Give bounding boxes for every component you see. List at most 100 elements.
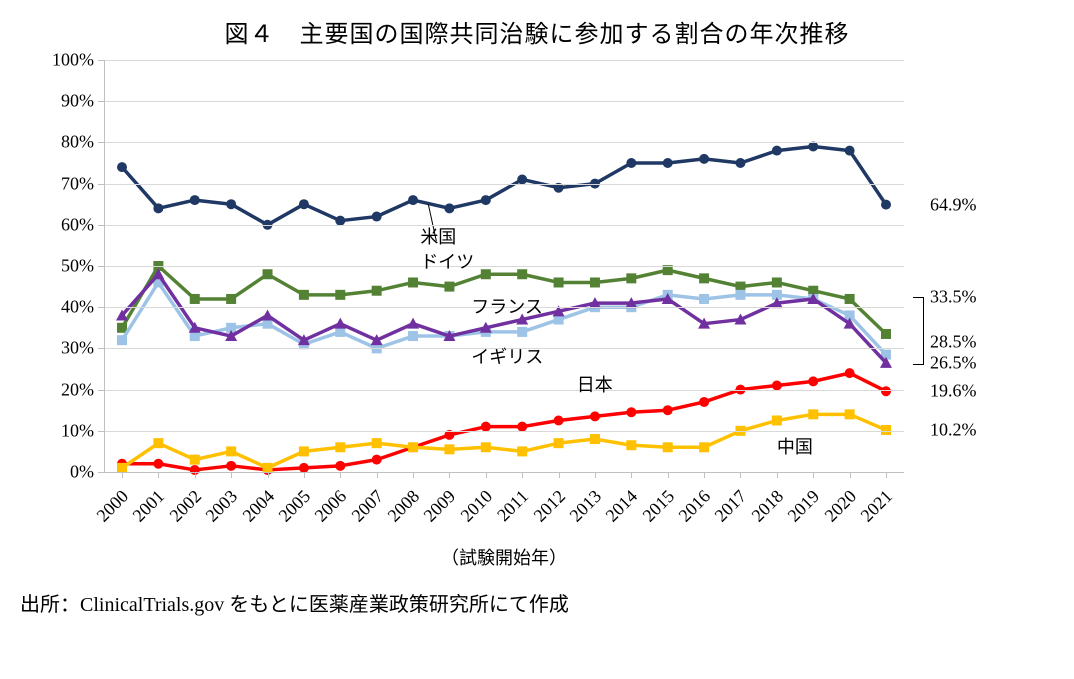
x-axis-line	[104, 472, 904, 473]
y-tick	[98, 142, 104, 143]
x-axis-tick-label: 2014	[602, 486, 642, 526]
chart-title: 図４ 主要国の国際共同治験に参加する割合の年次推移	[0, 14, 1074, 49]
marker-square	[335, 290, 345, 300]
marker-square	[372, 286, 382, 296]
y-tick	[98, 60, 104, 61]
x-axis-tick-label: 2012	[529, 486, 569, 526]
marker-circle	[554, 416, 564, 426]
marker-circle	[590, 411, 600, 421]
x-tick	[377, 472, 378, 478]
x-axis-tick-label: 2017	[711, 486, 751, 526]
marker-circle	[299, 199, 309, 209]
x-tick	[813, 472, 814, 478]
series-label-de: ドイツ	[420, 248, 474, 274]
marker-square	[117, 323, 127, 333]
x-axis-tick-label: 2011	[493, 486, 533, 526]
marker-square	[408, 442, 418, 452]
marker-square	[153, 438, 163, 448]
marker-triangle	[334, 318, 346, 329]
marker-square	[699, 273, 709, 283]
series-label-fr: フランス	[471, 293, 543, 319]
x-tick	[740, 472, 741, 478]
marker-circle	[881, 200, 891, 210]
chart-container: 図４ 主要国の国際共同治験に参加する割合の年次推移 0%10%20%30%40%…	[0, 0, 1074, 679]
marker-circle	[626, 158, 636, 168]
y-tick	[98, 225, 104, 226]
y-axis-tick-label: 0%	[34, 462, 94, 483]
marker-square	[699, 442, 709, 452]
gridline	[104, 60, 904, 61]
marker-square	[590, 277, 600, 287]
marker-circle	[408, 195, 418, 205]
x-tick	[704, 472, 705, 478]
x-axis-tick-label: 2019	[784, 486, 824, 526]
x-tick	[304, 472, 305, 478]
series-label-uk: イギリス	[471, 343, 543, 369]
y-axis-tick-label: 90%	[34, 91, 94, 112]
marker-circle	[881, 386, 891, 396]
y-axis-tick-label: 60%	[34, 214, 94, 235]
x-axis-tick-label: 2016	[675, 486, 715, 526]
marker-square	[299, 290, 309, 300]
y-axis-tick-label: 40%	[34, 297, 94, 318]
marker-circle	[845, 146, 855, 156]
x-tick	[595, 472, 596, 478]
marker-circle	[153, 459, 163, 469]
marker-square	[845, 294, 855, 304]
marker-square	[226, 294, 236, 304]
end-value-label-cn: 10.2%	[930, 419, 977, 440]
marker-square	[735, 290, 745, 300]
marker-square	[517, 327, 527, 337]
marker-square	[335, 442, 345, 452]
y-tick	[98, 266, 104, 267]
end-value-label-jp: 19.6%	[930, 381, 977, 402]
gridline	[104, 184, 904, 185]
marker-square	[626, 440, 636, 450]
x-tick	[122, 472, 123, 478]
x-tick	[777, 472, 778, 478]
x-tick	[268, 472, 269, 478]
y-tick	[98, 431, 104, 432]
marker-square	[554, 438, 564, 448]
marker-circle	[226, 199, 236, 209]
marker-circle	[663, 405, 673, 415]
marker-square	[699, 294, 709, 304]
y-tick	[98, 472, 104, 473]
marker-square	[408, 331, 418, 341]
x-axis-tick-label: 2021	[857, 486, 897, 526]
marker-square	[517, 446, 527, 456]
x-axis-tick-label: 2007	[347, 486, 387, 526]
y-tick	[98, 184, 104, 185]
plot-area	[104, 60, 904, 472]
y-axis-tick-label: 80%	[34, 132, 94, 153]
x-axis-tick-label: 2004	[238, 486, 278, 526]
x-tick	[231, 472, 232, 478]
marker-square	[444, 444, 454, 454]
x-axis-tick-label: 2009	[420, 486, 460, 526]
x-axis-tick-label: 2013	[565, 486, 605, 526]
y-tick	[98, 348, 104, 349]
marker-circle	[226, 461, 236, 471]
marker-square	[881, 329, 891, 339]
y-tick	[98, 101, 104, 102]
y-tick	[98, 307, 104, 308]
x-tick	[449, 472, 450, 478]
gridline	[104, 225, 904, 226]
gridline	[104, 101, 904, 102]
end-value-label-us: 64.9%	[930, 194, 977, 215]
x-tick	[631, 472, 632, 478]
marker-circle	[444, 203, 454, 213]
x-axis-tick-label: 2002	[165, 486, 205, 526]
marker-circle	[481, 195, 491, 205]
y-axis-tick-label: 50%	[34, 256, 94, 277]
x-axis-tick-label: 2006	[311, 486, 351, 526]
x-axis-tick-label: 2018	[747, 486, 787, 526]
x-axis-tick-label: 2020	[820, 486, 860, 526]
x-axis-tick-label: 2005	[274, 486, 314, 526]
marker-square	[845, 409, 855, 419]
marker-circle	[372, 212, 382, 222]
marker-square	[190, 294, 200, 304]
marker-circle	[699, 397, 709, 407]
x-axis-tick-label: 2015	[638, 486, 678, 526]
x-tick	[195, 472, 196, 478]
